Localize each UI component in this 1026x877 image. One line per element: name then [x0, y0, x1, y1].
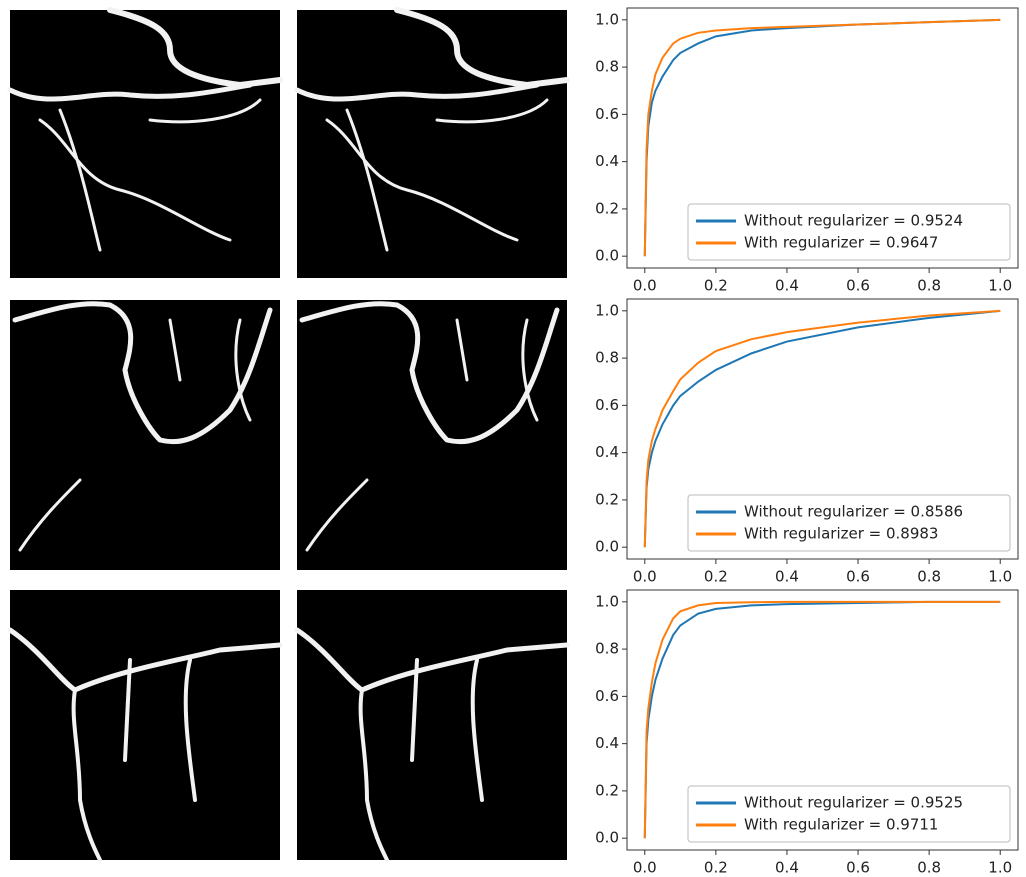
- y-tick-label: 0.4: [595, 734, 619, 752]
- vessel: [18, 318, 252, 552]
- vessel: [71, 658, 197, 862]
- legend-label: With regularizer = 0.8983: [744, 525, 938, 543]
- y-tick-label: 0.8: [595, 640, 619, 658]
- y-tick-label: 1.0: [595, 301, 619, 319]
- image: [10, 300, 280, 570]
- legend-label: With regularizer = 0.9647: [744, 234, 938, 252]
- y-tick-label: 0.4: [595, 152, 619, 170]
- vessel: [38, 98, 262, 252]
- y-tick-label: 0.2: [595, 781, 619, 799]
- vessel-images: [7, 7, 570, 862]
- plot-frame: [626, 589, 1019, 851]
- x-tick-label: 0.4: [775, 568, 799, 586]
- x-tick-label: 0.0: [633, 277, 657, 295]
- x-tick-label: 0.4: [775, 277, 799, 295]
- image: [10, 590, 280, 860]
- x-tick-label: 1.0: [988, 568, 1012, 586]
- vessel: [294, 627, 570, 693]
- plot-frame: [626, 7, 1019, 269]
- y-tick-label: 1.0: [595, 10, 619, 28]
- legend-label: With regularizer = 0.9711: [744, 816, 938, 834]
- vessel: [294, 82, 540, 102]
- x-tick-label: 1.0: [988, 277, 1012, 295]
- image: [10, 10, 280, 278]
- vessel: [7, 82, 253, 102]
- roc-curve: [643, 18, 1001, 257]
- vessel: [7, 627, 283, 693]
- y-tick-label: 1.0: [595, 592, 619, 610]
- y-tick-label: 0.4: [595, 443, 619, 461]
- vessel: [325, 98, 549, 252]
- legend-label: Without regularizer = 0.9524: [744, 212, 963, 230]
- x-tick-label: 0.2: [704, 859, 728, 874]
- y-tick-label: 0.8: [595, 58, 619, 76]
- y-tick-label: 0.2: [595, 490, 619, 508]
- legend-box: [687, 785, 1011, 843]
- image: [297, 590, 567, 860]
- x-tick-label: 0.4: [775, 859, 799, 874]
- plot-frame: [626, 298, 1019, 560]
- x-tick-label: 0.0: [633, 568, 657, 586]
- y-tick-label: 0.6: [595, 396, 619, 414]
- roc-curve: [643, 309, 1001, 548]
- y-tick-label: 0.8: [595, 349, 619, 367]
- y-tick-label: 0.2: [595, 199, 619, 217]
- y-tick-label: 0.6: [595, 687, 619, 705]
- vessel: [358, 658, 484, 862]
- x-tick-label: 0.6: [846, 859, 870, 874]
- vessel: [394, 7, 570, 88]
- x-tick-label: 0.6: [846, 568, 870, 586]
- y-tick-label: 0.6: [595, 105, 619, 123]
- x-tick-label: 0.0: [633, 859, 657, 874]
- x-tick-label: 0.8: [917, 277, 941, 295]
- y-tick-label: 0.0: [595, 538, 619, 556]
- legend-label: Without regularizer = 0.9525: [744, 794, 963, 812]
- y-tick-label: 0.0: [595, 829, 619, 847]
- x-tick-label: 1.0: [988, 859, 1012, 874]
- x-tick-label: 0.8: [917, 568, 941, 586]
- roc-curve: [643, 600, 1001, 839]
- x-tick-label: 0.8: [917, 859, 941, 874]
- image: [297, 10, 567, 278]
- x-tick-label: 0.2: [704, 277, 728, 295]
- legend-label: Without regularizer = 0.8586: [744, 503, 963, 521]
- x-tick-label: 0.6: [846, 277, 870, 295]
- roc-curve: [643, 600, 1001, 839]
- legend-box: [687, 203, 1011, 261]
- vessel: [305, 318, 539, 552]
- legend-box: [687, 494, 1011, 552]
- y-tick-label: 0.0: [595, 247, 619, 265]
- vessel: [107, 7, 283, 88]
- roc-curve: [643, 309, 1001, 548]
- x-tick-label: 0.2: [704, 568, 728, 586]
- image: [297, 300, 567, 570]
